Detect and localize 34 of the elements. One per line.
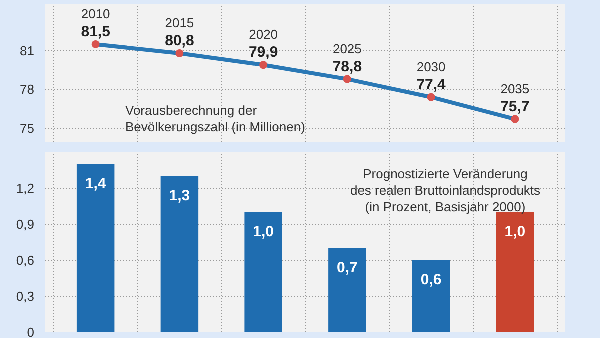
bar [328, 248, 366, 332]
x-tick-label: 2030 [416, 59, 446, 74]
annotation: Prognostizierte Veränderung des realen Bruttoinlandsprodukts (in Prozent, Basisjahr 2000) [350, 166, 542, 214]
data-label: 1,3 [169, 188, 190, 204]
data-label: 79,9 [248, 44, 278, 62]
y-tick-label: 0,3 [16, 289, 35, 304]
y-tick-label: 81 [20, 43, 35, 58]
data-label: 78,8 [332, 58, 362, 76]
data-label: 0,6 [420, 272, 442, 288]
y-tick-label: 78 [20, 82, 35, 98]
annotation: Vorausberechnung der Bevölkerungszahl (in Millionen) [126, 103, 306, 134]
x-tick-label: 2010 [81, 6, 110, 22]
x-tick-label: 2020 [249, 27, 278, 42]
bar [76, 164, 115, 332]
bar [160, 176, 199, 332]
y-tick-label: 0,6 [16, 253, 35, 268]
y-tick-label: 0,9 [16, 217, 35, 232]
data-label: 0,7 [337, 260, 358, 276]
bar [244, 212, 282, 332]
x-tick-label: 2025 [332, 41, 362, 56]
y-tick-label: 1,2 [16, 181, 35, 196]
data-label: 1,0 [253, 224, 274, 240]
data-label: 81,5 [81, 23, 110, 40]
x-tick-label: 2015 [165, 16, 194, 31]
y-tick-label: 0 [27, 325, 35, 338]
bar [496, 212, 534, 332]
data-label: 77,4 [416, 76, 447, 94]
bar [412, 260, 450, 332]
x-tick-label: 2035 [500, 81, 530, 96]
data-label: 75,7 [500, 98, 530, 116]
y-tick-label: 75 [20, 120, 35, 136]
data-label: 1,0 [504, 224, 526, 240]
data-label: 1,4 [85, 176, 107, 192]
data-label: 80,8 [165, 32, 194, 50]
